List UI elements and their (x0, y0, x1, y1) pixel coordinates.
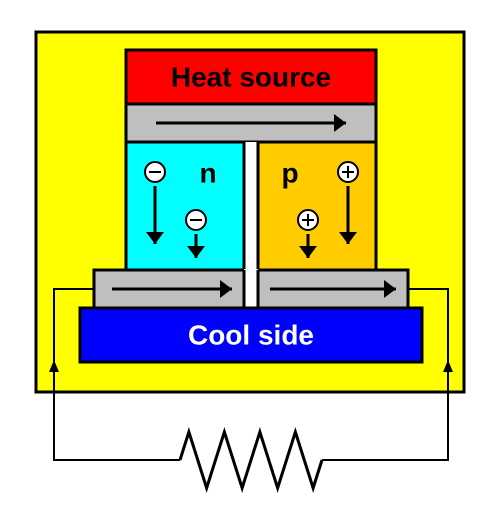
electron-carrier-0 (145, 162, 165, 182)
bottom-gap (244, 269, 258, 309)
hole-carrier-1 (298, 210, 318, 230)
n-label: n (199, 157, 216, 188)
heat-source-label: Heat source (171, 61, 331, 92)
cool-side-label: Cool side (188, 319, 314, 350)
n-type-leg (126, 142, 244, 270)
p-label: p (281, 157, 298, 188)
p-type-leg (258, 142, 376, 270)
electron-carrier-1 (186, 210, 206, 230)
hole-carrier-0 (338, 162, 358, 182)
